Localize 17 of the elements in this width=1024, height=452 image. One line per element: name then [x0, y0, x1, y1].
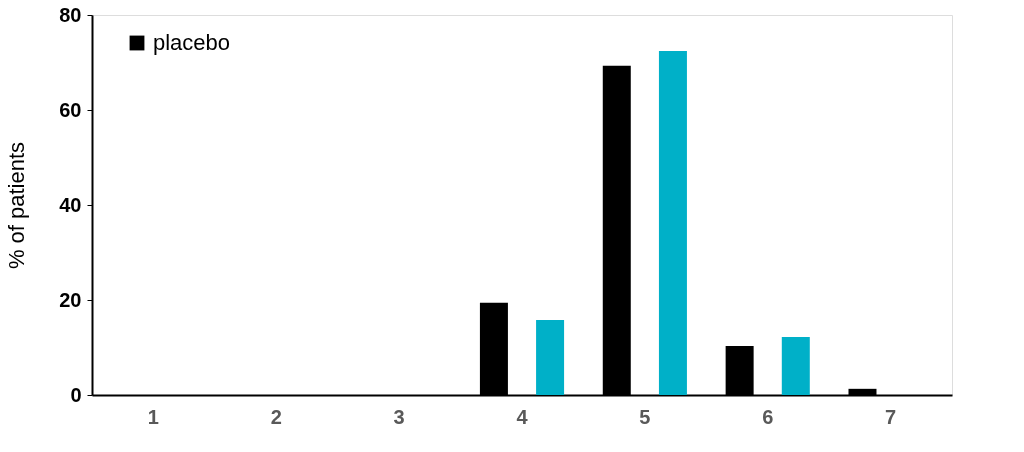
- x-tick-label: 6: [762, 405, 774, 428]
- x-tick-label: 1: [147, 405, 159, 428]
- bar: [781, 337, 810, 395]
- x-tick-label: 2: [270, 405, 282, 428]
- x-tick-label: 7: [885, 405, 897, 428]
- bar: [536, 319, 565, 395]
- legend-label: placebo: [153, 30, 231, 55]
- y-tick-label: 80: [59, 3, 82, 26]
- y-tick-label: 0: [70, 383, 82, 406]
- y-tick-label: 40: [59, 193, 82, 216]
- y-tick-label: 60: [59, 98, 82, 121]
- x-tick-label: 5: [639, 405, 651, 428]
- x-tick-label: 4: [516, 405, 529, 428]
- x-tick-label: 3: [393, 405, 405, 428]
- y-tick-label: 20: [59, 288, 82, 311]
- y-axis-title: % of patients: [4, 141, 30, 270]
- bar: [658, 51, 687, 395]
